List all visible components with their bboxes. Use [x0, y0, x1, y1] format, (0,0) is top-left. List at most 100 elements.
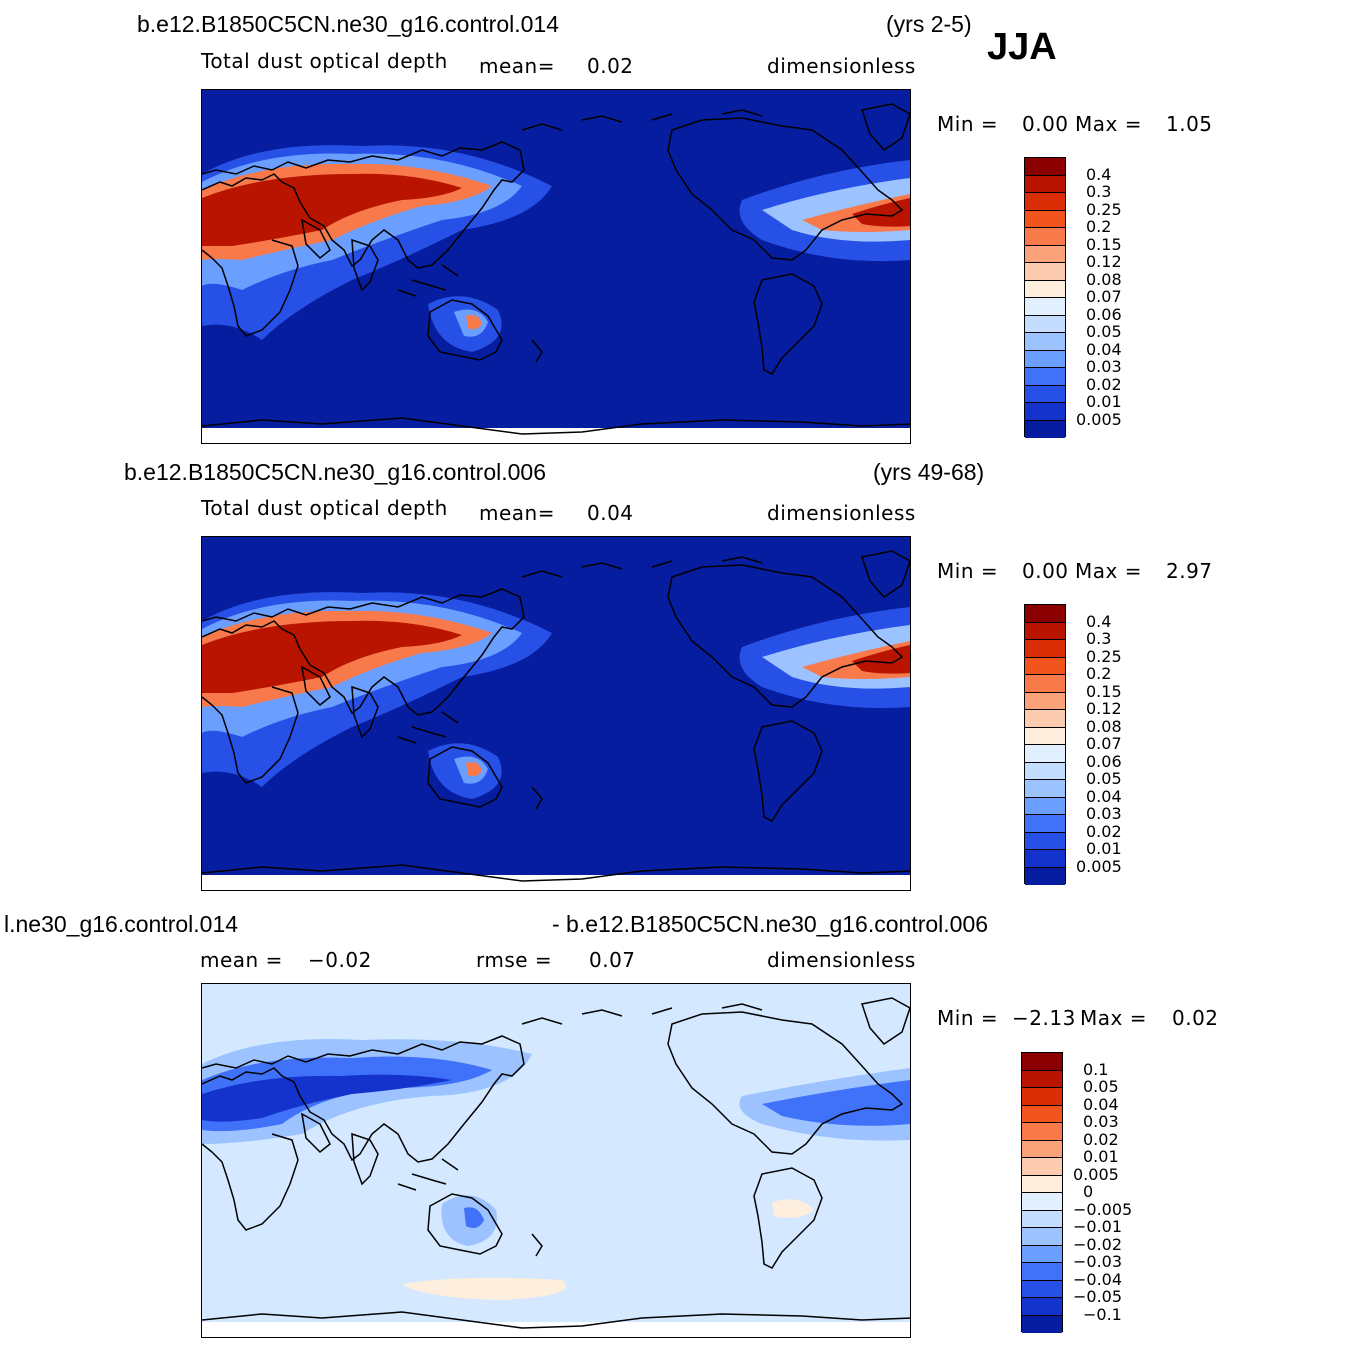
- field-contour: [772, 1199, 814, 1218]
- panel2-units: dimensionless: [767, 501, 916, 525]
- colorbar-swatch: [1025, 158, 1065, 176]
- colorbar-label: 0.03: [1086, 357, 1122, 376]
- panel3-min-label: Min =: [937, 1006, 999, 1030]
- coastline: [202, 239, 299, 337]
- field-contour: [762, 1080, 910, 1126]
- coastline: [667, 117, 904, 261]
- panel2-min-value: 0.00: [1022, 559, 1069, 583]
- coastline: [531, 1233, 543, 1257]
- colorbar-label: −0.01: [1073, 1217, 1123, 1236]
- colorbar-swatch: [1025, 245, 1065, 263]
- coastline: [202, 417, 910, 435]
- colorbar-swatch: [1025, 850, 1065, 868]
- colorbar-swatch: [1025, 832, 1065, 850]
- panel2-max-value: 2.97: [1166, 559, 1213, 583]
- panel3-min-value: −2.13: [1012, 1006, 1076, 1030]
- colorbar-swatch: [1022, 1228, 1062, 1246]
- colorbar-swatch: [1025, 193, 1065, 211]
- colorbar-label: 0.01: [1083, 1147, 1119, 1166]
- colorbar-label: 0.06: [1086, 304, 1122, 324]
- colorbar-swatch: [1025, 333, 1065, 351]
- colorbar-swatch: [1025, 727, 1065, 745]
- coastline: [202, 588, 525, 716]
- panel3-case-title-right: - b.e12.B1850C5CN.ne30_g16.control.006: [552, 911, 989, 937]
- panel1-max-value: 1.05: [1166, 112, 1213, 136]
- colorbar-label: 0.05: [1086, 322, 1122, 341]
- colorbar-label: 0.4: [1086, 164, 1112, 184]
- colorbar-label: −0.005: [1073, 1199, 1133, 1219]
- panel2-years: (yrs 49-68): [873, 459, 985, 485]
- colorbar-swatch: [1022, 1210, 1062, 1228]
- colorbar-label: 0.2: [1086, 217, 1112, 236]
- colorbar-swatch: [1025, 622, 1065, 640]
- coastline: [427, 1193, 503, 1255]
- colorbar-label: 0.08: [1086, 269, 1122, 289]
- colorbar-swatch: [1022, 1070, 1062, 1088]
- field-contour: [402, 1277, 566, 1300]
- colorbar-label: 0.005: [1076, 409, 1122, 429]
- coastline: [427, 299, 503, 361]
- panel1-min-value: 0.00: [1022, 112, 1069, 136]
- panel3-colorbar: [1021, 1052, 1063, 1333]
- coastline: [861, 997, 910, 1045]
- colorbar-swatch: [1025, 762, 1065, 780]
- coastline: [202, 1133, 299, 1231]
- field-contour: [466, 315, 482, 330]
- panel1-max-label: Max =: [1075, 112, 1142, 136]
- coastline: [531, 786, 543, 810]
- panel3-mean-value: −0.02: [308, 948, 372, 972]
- colorbar-label: 0.3: [1086, 182, 1112, 201]
- colorbar-label: 0.05: [1086, 769, 1122, 788]
- colorbar-label: 0.25: [1086, 199, 1122, 219]
- colorbar-label: 0.02: [1086, 374, 1122, 394]
- colorbar-swatch: [1025, 605, 1065, 623]
- colorbar-swatch: [1022, 1140, 1062, 1158]
- colorbar-swatch: [1025, 350, 1065, 368]
- colorbar-label: 0.15: [1086, 234, 1122, 254]
- colorbar-swatch: [1022, 1088, 1062, 1106]
- coastline: [202, 141, 525, 269]
- colorbar-swatch: [1025, 815, 1065, 833]
- colorbar-label: 0.3: [1086, 629, 1112, 648]
- colorbar-swatch: [1022, 1315, 1062, 1333]
- colorbar-swatch: [1022, 1193, 1062, 1211]
- panel1-years: (yrs 2-5): [886, 11, 972, 37]
- colorbar-label: 0.03: [1083, 1112, 1119, 1131]
- coastline: [301, 665, 331, 707]
- coastline: [861, 550, 910, 598]
- colorbar-label: 0.05: [1083, 1077, 1119, 1096]
- coastline: [861, 103, 910, 151]
- coastline: [521, 556, 763, 578]
- coastline: [753, 273, 823, 375]
- colorbar-label: 0.04: [1083, 1094, 1119, 1114]
- colorbar-label: 0.005: [1076, 856, 1122, 876]
- coastline: [397, 1158, 459, 1191]
- colorbar-label: −0.1: [1083, 1304, 1122, 1324]
- field-contour: [202, 173, 462, 246]
- colorbar-swatch: [1025, 745, 1065, 763]
- coastline: [301, 1112, 331, 1154]
- colorbar-swatch: [1022, 1105, 1062, 1123]
- panel2-min-label: Min =: [937, 559, 999, 583]
- colorbar-label: 0.2: [1086, 664, 1112, 683]
- colorbar-swatch: [1025, 210, 1065, 228]
- colorbar-label: 0.12: [1086, 699, 1122, 718]
- coastline: [351, 238, 379, 292]
- colorbar-label: −0.03: [1073, 1252, 1123, 1271]
- colorbar-swatch: [1025, 315, 1065, 333]
- colorbar-swatch: [1022, 1053, 1062, 1071]
- panel2-colorbar: [1024, 604, 1066, 885]
- colorbar-swatch: [1025, 368, 1065, 386]
- colorbar-swatch: [1025, 657, 1065, 675]
- colorbar-swatch: [1025, 797, 1065, 815]
- panel2-max-label: Max =: [1075, 559, 1142, 583]
- colorbar-swatch: [1025, 228, 1065, 246]
- panel3-rmse-label: rmse =: [476, 948, 553, 972]
- field-contour: [464, 1207, 484, 1228]
- colorbar-swatch: [1025, 403, 1065, 421]
- coastline: [202, 1035, 525, 1163]
- field-contour: [202, 1074, 452, 1122]
- colorbar-label: 0.01: [1086, 839, 1122, 858]
- panel1-mean-label: mean=: [479, 54, 555, 78]
- coastline: [753, 720, 823, 822]
